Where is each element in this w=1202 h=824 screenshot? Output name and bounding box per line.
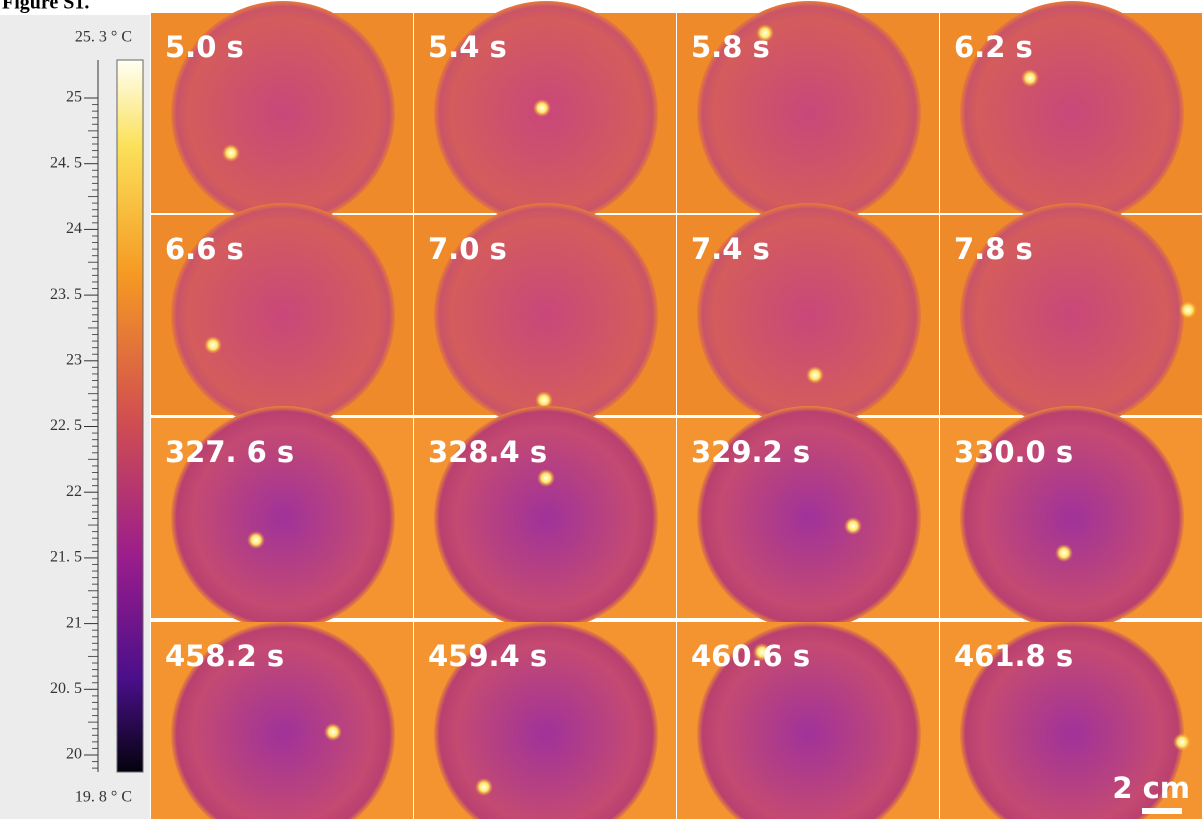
frame: 460.6 s: [677, 622, 939, 819]
hot-spot: [844, 517, 862, 535]
colorbar: [117, 60, 143, 772]
hot-spot: [222, 144, 240, 162]
frame: 5.4 s: [414, 1, 676, 225]
frame: 458.2 s: [151, 622, 413, 819]
page: Figure S1. 25. 3 ° C 19. 8 ° C 25 24. 5 24…: [0, 0, 1202, 819]
colorbar-tick-label: 20. 5: [50, 680, 82, 697]
time-label: 7.4 s: [691, 232, 770, 266]
scale-bar-label: 2 cm: [1112, 771, 1190, 805]
colorbar-max: 25. 3 ° C: [75, 29, 132, 46]
time-label: 5.4 s: [428, 30, 507, 64]
time-label: 7.0 s: [428, 232, 507, 266]
hot-spot: [204, 336, 222, 354]
colorbar-tick-label: 22. 5: [50, 417, 82, 434]
frame: 459.4 s: [414, 622, 676, 819]
hot-spot: [806, 366, 824, 384]
hot-spot: [1021, 69, 1039, 87]
hot-spot: [324, 723, 342, 741]
frame: 329.2 s: [677, 406, 939, 630]
time-label: 5.0 s: [165, 30, 244, 64]
hot-spot: [1055, 544, 1073, 562]
frame: 6.2 s: [940, 1, 1202, 225]
colorbar-tick-label: 21: [66, 614, 82, 631]
colorbar-tick-label: 25: [66, 89, 82, 106]
time-label: 328.4 s: [428, 435, 547, 469]
time-label: 461.8 s: [954, 639, 1073, 673]
frame: 5.8 s: [677, 1, 939, 225]
frame: 7.8 s: [940, 203, 1202, 427]
figure: Figure S1. 25. 3 ° C 19. 8 ° C 25 24. 5 24…: [0, 0, 1202, 819]
time-label: 458.2 s: [165, 639, 284, 673]
hot-spot: [533, 99, 551, 117]
frame: 7.0 s: [414, 203, 676, 427]
frame-grid: 5.0 s 5.4 s 5.8 s 6.2 s 6.6 s 7.0 s 7.4 s 7.8 s…: [151, 1, 1202, 819]
colorbar-tick-label: 23: [66, 351, 82, 368]
frame: 328.4 s: [414, 406, 676, 630]
colorbar-tick-label: 24: [66, 220, 82, 237]
frame: 5.0 s: [151, 1, 413, 225]
hot-spot: [247, 531, 265, 549]
colorbar-tick-label: 22: [66, 483, 82, 500]
time-label: 6.6 s: [165, 232, 244, 266]
time-label: 330.0 s: [954, 435, 1073, 469]
hot-spot: [1173, 733, 1191, 751]
time-label: 459.4 s: [428, 639, 547, 673]
hot-spot: [537, 469, 555, 487]
frame: 330.0 s: [940, 406, 1202, 630]
hot-spot: [475, 778, 493, 796]
colorbar-tick-label: 20: [66, 746, 82, 763]
time-label: 460.6 s: [691, 639, 810, 673]
colorbar-tick-label: 21. 5: [50, 549, 82, 566]
frame: 7.4 s: [677, 203, 939, 427]
colorbar-min: 19. 8 ° C: [75, 789, 132, 806]
colorbar-tick-label: 24. 5: [50, 154, 82, 171]
frame: 6.6 s: [151, 203, 413, 427]
time-label: 327. 6 s: [165, 435, 294, 469]
colorbar-tick-label: 23. 5: [50, 286, 82, 303]
scale-bar: [1142, 808, 1182, 814]
time-label: 6.2 s: [954, 30, 1033, 64]
figure-title: Figure S1.: [2, 0, 89, 14]
time-label: 329.2 s: [691, 435, 810, 469]
time-label: 5.8 s: [691, 30, 770, 64]
time-label: 7.8 s: [954, 232, 1033, 266]
frame: 327. 6 s: [151, 406, 413, 630]
hot-spot: [1179, 301, 1197, 319]
